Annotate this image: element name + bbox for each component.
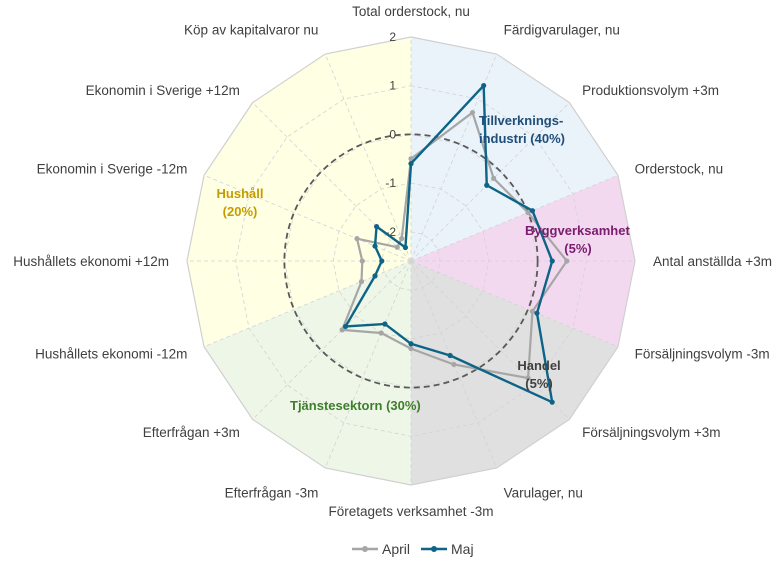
data-point-april-1 <box>469 109 476 116</box>
data-point-april-15 <box>399 235 405 242</box>
axis-label-8: Företagets verksamhet -3m <box>328 504 493 519</box>
sector-label-1-1: (5%) <box>564 241 591 256</box>
grid-spoke-5 <box>410 260 619 348</box>
data-point-april-14 <box>394 244 400 250</box>
data-point-maj-0 <box>408 161 414 167</box>
tick-label-0: 2 <box>389 30 396 44</box>
data-point-maj-9 <box>382 321 388 327</box>
radar-grid <box>186 36 636 486</box>
legend: April Maj <box>352 541 474 557</box>
grid-spoke-6 <box>410 260 570 420</box>
data-point-april-3 <box>525 209 531 216</box>
sector-labels: Tillverknings-industri (40%) Byggverksamh… <box>217 113 631 413</box>
reference-circle <box>283 133 539 389</box>
axis-label-1: Färdigvarulager, nu <box>504 22 620 37</box>
data-point-maj-7 <box>447 352 453 359</box>
tick-label-1: 1 <box>389 79 396 93</box>
sector-label-2-1: (5%) <box>525 376 552 391</box>
axis-label-13: Ekonomin i Sverige -12m <box>37 161 188 176</box>
axis-label-12: Hushållets ekonomi +12m <box>13 254 169 269</box>
axis-label-2: Produktionsvolym +3m <box>582 83 719 98</box>
grid-spoke-3 <box>410 174 619 262</box>
tick-labels: 2 1 0 -1 -2 <box>385 30 396 239</box>
grid-ring-0 <box>186 36 636 486</box>
sector-label-4-0: Hushåll <box>217 186 264 201</box>
axis-label-6: Försäljningsvolym +3m <box>582 425 720 440</box>
grid-spoke-14 <box>252 102 412 262</box>
data-point-maj-10 <box>342 323 349 330</box>
data-point-maj-12 <box>379 258 385 264</box>
grid-spoke-1 <box>410 53 498 262</box>
data-point-maj-14 <box>373 223 380 230</box>
sector-background-3 <box>204 261 411 485</box>
legend-label-april: April <box>382 541 410 557</box>
sector-label-2-0: Handel <box>517 358 560 373</box>
sector-background-2 <box>411 261 618 485</box>
data-point-april-13 <box>354 236 360 242</box>
sector-background-0 <box>411 37 618 261</box>
data-point-maj-6 <box>549 399 555 405</box>
grid-spoke-9 <box>324 260 412 469</box>
axis-label-15: Köp av kapitalvaror nu <box>184 22 318 37</box>
axis-label-3: Orderstock, nu <box>635 161 724 176</box>
sector-label-4-1: (20%) <box>223 204 258 219</box>
data-point-maj-5 <box>534 310 540 316</box>
tick-label-4: -2 <box>385 225 396 239</box>
axis-label-5: Försäljningsvolym -3m <box>635 347 770 362</box>
tick-label-3: -1 <box>385 176 396 190</box>
sector-label-3-0: Tjänstesektorn (30%) <box>290 398 421 413</box>
data-point-maj-4 <box>549 258 555 264</box>
sector-background-4 <box>187 37 411 347</box>
data-point-april-11 <box>358 278 365 285</box>
axis-label-4: Antal anställda +3m <box>653 254 772 269</box>
data-point-maj-8 <box>408 341 414 347</box>
data-point-maj-3 <box>529 208 536 214</box>
grid-spoke-2 <box>410 102 570 262</box>
data-point-maj-13 <box>372 243 378 249</box>
data-point-april-9 <box>378 330 384 336</box>
data-point-maj-1 <box>481 82 487 89</box>
axis-label-9: Efterfrågan -3m <box>225 486 319 501</box>
data-point-april-5 <box>529 308 536 314</box>
zero-reference-circle <box>283 133 539 389</box>
data-point-april-8 <box>408 346 414 352</box>
tick-label-2: 0 <box>389 127 396 141</box>
legend-marker-maj <box>431 546 437 552</box>
data-point-april-7 <box>451 361 457 368</box>
grid-spoke-10 <box>252 260 412 420</box>
data-point-april-0 <box>408 156 414 162</box>
sector-label-0-1: industri (40%) <box>479 131 565 146</box>
data-point-maj-11 <box>372 273 378 279</box>
sector-label-0-0: Tillverknings- <box>479 113 563 128</box>
data-point-april-10 <box>339 327 345 333</box>
series-lines <box>339 82 570 405</box>
legend-label-maj: Maj <box>451 541 474 557</box>
axis-label-0: Total orderstock, nu <box>352 4 470 19</box>
legend-marker-april <box>362 546 368 552</box>
data-point-april-6 <box>525 375 531 381</box>
sector-label-1-0: Byggverksamhet <box>525 223 630 238</box>
axis-label-7: Varulager, nu <box>504 486 583 501</box>
data-point-april-12 <box>359 258 365 264</box>
axis-label-11: Hushållets ekonomi -12m <box>35 347 187 362</box>
axis-label-14: Ekonomin i Sverige +12m <box>86 83 240 98</box>
grid-spoke-15 <box>324 53 412 262</box>
data-point-april-2 <box>491 175 497 181</box>
data-point-maj-15 <box>402 244 409 251</box>
axis-label-10: Efterfrågan +3m <box>143 425 240 440</box>
axis-labels: Total orderstock, nu Färdigvarulager, nu P… <box>13 4 772 519</box>
data-point-april-4 <box>564 258 570 264</box>
data-point-maj-2 <box>484 182 490 188</box>
